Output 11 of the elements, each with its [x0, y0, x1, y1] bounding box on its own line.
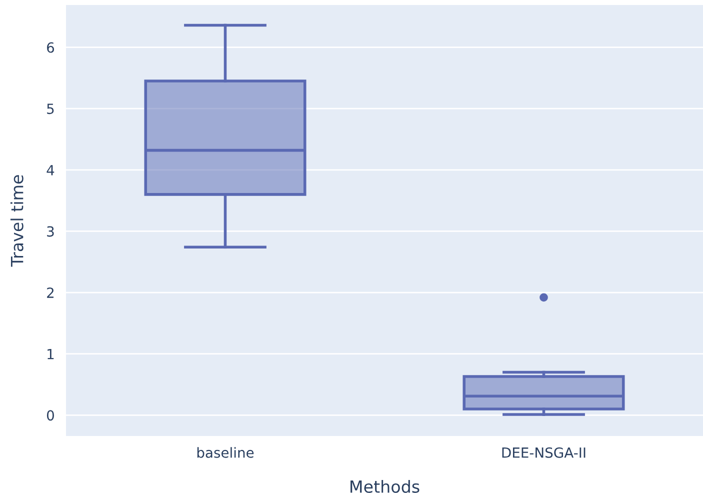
y-tick-label: 1 — [48, 348, 54, 360]
x-tick-label: DEE-NSGA-II — [502, 447, 586, 458]
x-axis-title: Methods — [350, 480, 420, 493]
y-tick-label: 3 — [47, 226, 54, 237]
y-tick-label: 5 — [47, 104, 54, 114]
x-tick-label: baseline — [197, 447, 254, 458]
y-tick-label: 4 — [46, 165, 54, 176]
y-tick-label: 6 — [47, 42, 54, 53]
y-tick-label: 0 — [46, 410, 54, 421]
y-axis-title: Travel time — [10, 175, 24, 267]
y-tick-label: 2 — [47, 288, 54, 298]
